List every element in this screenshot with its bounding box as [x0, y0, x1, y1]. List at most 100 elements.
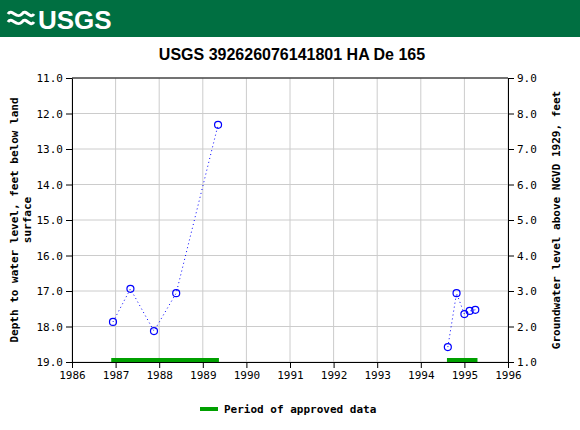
- tick-mark: [66, 149, 72, 150]
- tick-mark: [66, 114, 72, 115]
- tick-label: 1995: [452, 369, 479, 382]
- title: USGS 392626076141801 HA De 165: [159, 46, 425, 63]
- tick: 13.0: [37, 143, 73, 156]
- x-axis: 1986198719881989199019911992199319941995…: [59, 362, 522, 382]
- tick-label: 3.0: [517, 285, 537, 298]
- tick-label: 1994: [408, 369, 435, 382]
- tick: 9.0: [508, 72, 537, 85]
- tick-mark: [66, 291, 72, 292]
- y-axis-title-line: surface: [21, 196, 34, 243]
- data-point: [150, 328, 157, 335]
- y2-axis-title: Groundwater level above NGVD 1929, feet: [550, 91, 563, 349]
- header-banner: [0, 0, 580, 37]
- data-point: [453, 290, 460, 297]
- tick-label: 1996: [495, 369, 522, 382]
- series-line: [113, 125, 218, 331]
- tick: 4.0: [508, 250, 537, 263]
- tick-label: 18.0: [37, 321, 64, 334]
- legend-swatch: [200, 407, 218, 411]
- tick-mark: [508, 114, 514, 115]
- grid-line-y: [72, 220, 508, 221]
- tick-mark: [508, 327, 514, 328]
- tick-mark: [66, 362, 72, 363]
- tick-mark: [508, 256, 514, 257]
- tick-label: 6.0: [517, 179, 537, 192]
- series-line: [448, 293, 475, 347]
- y-axis-title: Depth to water level, feet below landsur…: [8, 97, 34, 342]
- legend-label: Period of approved data: [224, 403, 376, 416]
- tick-label: 1992: [321, 369, 348, 382]
- tick: 1989: [190, 362, 217, 382]
- logo-mark: [8, 12, 34, 23]
- tick-label: 2.0: [517, 321, 537, 334]
- tick-label: 1.0: [517, 356, 537, 369]
- tick-mark: [66, 256, 72, 257]
- tick: 1988: [146, 362, 173, 382]
- tick-mark: [66, 327, 72, 328]
- data-point: [461, 311, 468, 318]
- tick-mark: [377, 362, 378, 368]
- axis-line: [72, 79, 73, 363]
- tick-label: 15.0: [37, 214, 64, 227]
- tick: 19.0: [37, 356, 73, 369]
- tick-label: 7.0: [517, 143, 537, 156]
- data-point: [215, 121, 222, 128]
- tick: 11.0: [37, 72, 73, 85]
- marks: [109, 121, 478, 362]
- tick: 2.0: [508, 321, 537, 334]
- tick-label: 1989: [190, 369, 217, 382]
- tick-mark: [508, 220, 514, 221]
- tick-label: 1987: [103, 369, 130, 382]
- chart: USGSUSGS 392626076141801 HA De 165198619…: [0, 0, 580, 430]
- grid-line-y: [72, 184, 508, 185]
- tick: 1992: [321, 362, 348, 382]
- tick-mark: [66, 78, 72, 79]
- tick-label: 17.0: [37, 285, 64, 298]
- tick-mark: [66, 220, 72, 221]
- tick: 1994: [408, 362, 435, 382]
- tick: 1986: [59, 362, 86, 382]
- approved-period: [447, 358, 478, 362]
- grid-line-y: [72, 113, 508, 114]
- tick: 1993: [364, 362, 391, 382]
- tick-label: 5.0: [517, 214, 537, 227]
- tick: 1995: [452, 362, 479, 382]
- data-point: [444, 344, 451, 351]
- tick-mark: [203, 362, 204, 368]
- tick-mark: [508, 362, 514, 363]
- data-point: [173, 290, 180, 297]
- tick: 6.0: [508, 179, 537, 192]
- tick-mark: [464, 362, 465, 368]
- tick-mark: [290, 362, 291, 368]
- tick: 1991: [277, 362, 304, 382]
- tick: 18.0: [37, 321, 73, 334]
- tick: 5.0: [508, 214, 537, 227]
- tick-label: 1988: [146, 369, 173, 382]
- tick-label: 13.0: [37, 143, 64, 156]
- tick-label: 11.0: [37, 72, 64, 85]
- tick-label: 12.0: [37, 108, 64, 121]
- data-point: [472, 306, 479, 313]
- data-point: [127, 285, 134, 292]
- tick: 7.0: [508, 143, 537, 156]
- tick: 3.0: [508, 285, 537, 298]
- tick-mark: [508, 185, 514, 186]
- tick-label: 19.0: [37, 356, 64, 369]
- y2-axis: 9.08.07.06.05.04.03.02.01.0: [508, 72, 537, 369]
- approved-period: [111, 358, 219, 362]
- grid: [72, 78, 508, 362]
- tick: 17.0: [37, 285, 73, 298]
- tick: 12.0: [37, 108, 73, 121]
- tick-mark: [508, 149, 514, 150]
- grid-line-y: [72, 291, 508, 292]
- tick-label: 1986: [59, 369, 86, 382]
- tick-label: 16.0: [37, 250, 64, 263]
- tick-mark: [72, 362, 73, 368]
- tick-label: 14.0: [37, 179, 64, 192]
- tick-label: 1991: [277, 369, 304, 382]
- tick-label: 4.0: [517, 250, 537, 263]
- frame: [72, 78, 508, 79]
- tick-mark: [508, 78, 514, 79]
- tick-mark: [116, 362, 117, 368]
- y-axis-title-line: Depth to water level, feet below land: [8, 97, 21, 342]
